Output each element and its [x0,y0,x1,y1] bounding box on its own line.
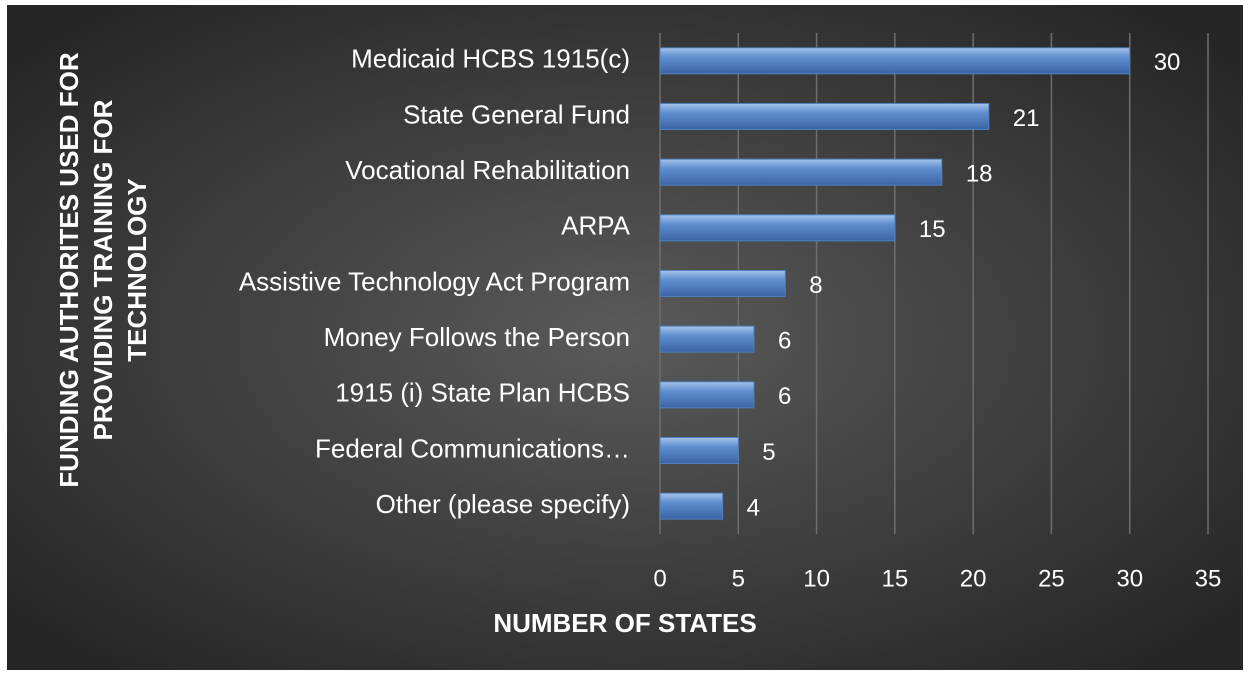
y-tick-label: Federal Communications… [315,433,630,463]
bar [659,325,755,353]
y-axis-title-line: TECHNOLOGY [122,178,152,361]
bar [659,103,990,130]
bar [659,214,896,242]
x-tick-label: 10 [803,565,830,592]
value-label: 30 [1154,49,1181,76]
x-tick-label: 15 [882,565,909,592]
y-tick-label: 1915 (i) State Plan HCBS [335,378,630,408]
background [7,5,1243,670]
bar [659,492,724,520]
y-axis-title: FUNDING AUTHORITES USED FOR PROVIDING TRA… [54,52,152,487]
y-tick-label: State General Fund [403,99,630,129]
y-tick-label: Other (please specify) [376,489,630,519]
y-tick-label: Medicaid HCBS 1915(c) [351,44,630,74]
y-axis-title-line: FUNDING AUTHORITES USED FOR [54,52,84,487]
value-label: 6 [778,383,791,410]
bar [659,158,943,186]
x-tick-label: 5 [732,565,745,592]
value-label: 8 [809,272,822,299]
x-tick-label: 0 [653,565,666,592]
bar [659,47,1131,75]
y-tick-label: Money Follows the Person [324,322,630,352]
bar [659,270,786,297]
bar [659,381,755,409]
value-label: 21 [1013,105,1040,132]
x-tick-label: 20 [960,565,987,592]
bar [659,437,739,464]
x-axis-title: NUMBER OF STATES [493,608,756,638]
y-tick-label: Vocational Rehabilitation [345,155,630,185]
value-label: 18 [966,161,993,188]
value-label: 5 [762,439,775,466]
value-label: 6 [778,328,791,355]
value-label: 4 [747,495,760,522]
y-axis-title-line: PROVIDING TRAINING FOR [88,99,118,440]
x-tick-label: 30 [1116,565,1143,592]
value-label: 15 [919,216,946,243]
y-tick-label: Assistive Technology Act Program [239,266,630,296]
x-tick-label: 35 [1195,565,1222,592]
y-tick-label: ARPA [561,211,631,241]
x-tick-label: 25 [1038,565,1065,592]
